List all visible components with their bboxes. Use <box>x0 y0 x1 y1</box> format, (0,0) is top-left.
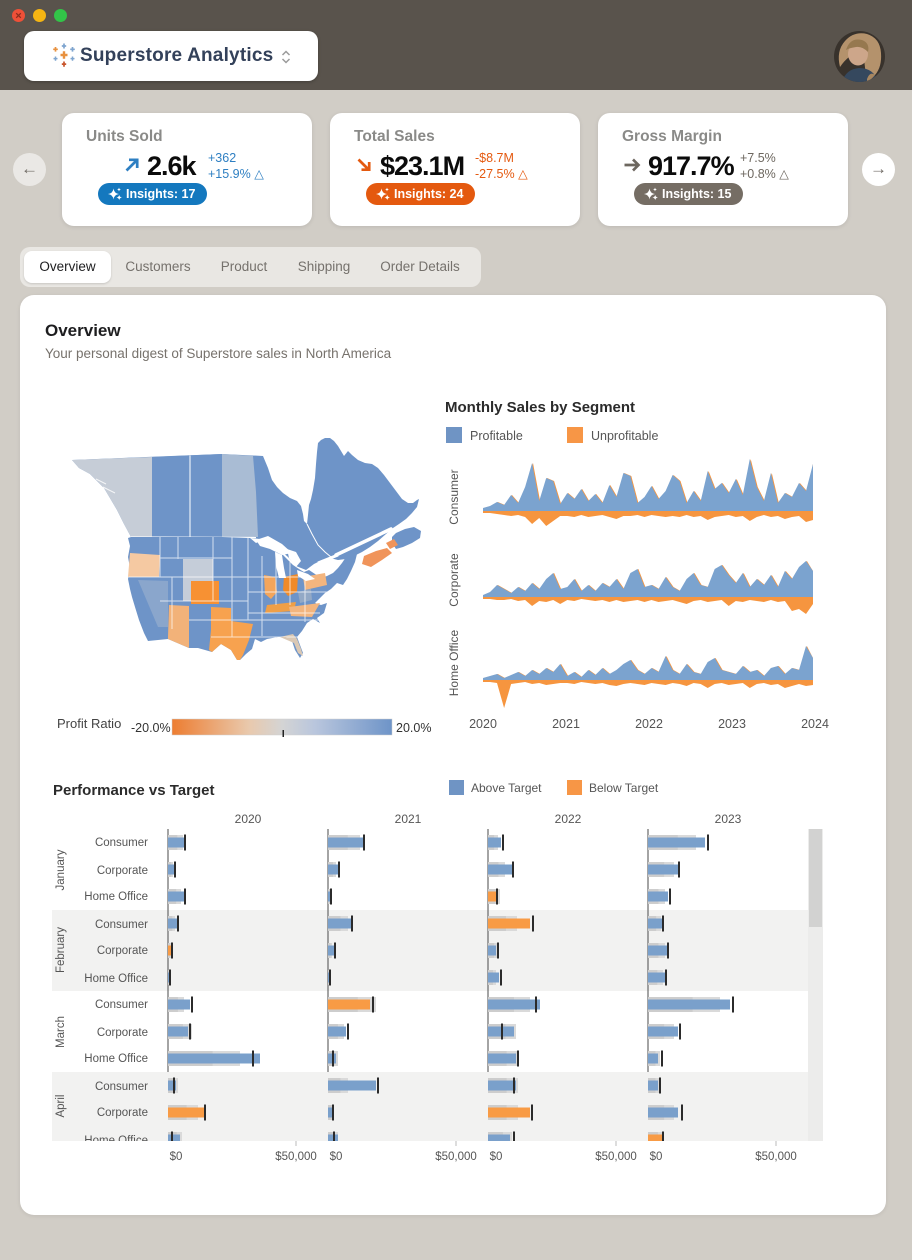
svg-text:Corporate: Corporate <box>447 553 461 607</box>
svg-text:$50,000: $50,000 <box>595 1151 637 1163</box>
svg-text:$50,000: $50,000 <box>435 1151 477 1163</box>
svg-text:Home Office: Home Office <box>84 891 148 903</box>
svg-text:February: February <box>55 927 67 973</box>
svg-text:Unprofitable: Unprofitable <box>591 429 658 443</box>
svg-text:2021: 2021 <box>395 812 422 826</box>
svg-text:Performance vs Target: Performance vs Target <box>53 782 214 799</box>
svg-text:Home Office: Home Office <box>84 973 148 985</box>
svg-text:20.0%: 20.0% <box>396 721 431 735</box>
svg-text:Consumer: Consumer <box>95 919 148 931</box>
svg-text:Consumer: Consumer <box>447 469 461 524</box>
svg-text:2022: 2022 <box>635 717 663 731</box>
svg-text:Home Office: Home Office <box>84 1135 148 1147</box>
svg-text:2023: 2023 <box>715 812 742 826</box>
svg-text:Corporate: Corporate <box>97 865 148 877</box>
svg-text:Corporate: Corporate <box>97 1107 148 1119</box>
svg-text:$0: $0 <box>490 1151 503 1163</box>
svg-text:Consumer: Consumer <box>95 1081 148 1093</box>
svg-text:2020: 2020 <box>469 717 497 731</box>
svg-text:January: January <box>55 849 67 890</box>
svg-text:Monthly Sales by Segment: Monthly Sales by Segment <box>445 399 635 416</box>
svg-text:2022: 2022 <box>555 812 582 826</box>
svg-text:$50,000: $50,000 <box>275 1151 317 1163</box>
svg-text:March: March <box>55 1016 67 1048</box>
svg-text:2023: 2023 <box>718 717 746 731</box>
svg-text:$0: $0 <box>650 1151 663 1163</box>
svg-text:2024: 2024 <box>801 717 829 731</box>
svg-text:Profitable: Profitable <box>470 429 523 443</box>
svg-text:$50,000: $50,000 <box>755 1151 797 1163</box>
svg-text:$0: $0 <box>170 1151 183 1163</box>
svg-text:2021: 2021 <box>552 717 580 731</box>
svg-text:Profit Ratio: Profit Ratio <box>57 716 121 731</box>
svg-text:Consumer: Consumer <box>95 999 148 1011</box>
svg-text:-20.0%: -20.0% <box>131 721 171 735</box>
svg-text:Below Target: Below Target <box>589 781 659 795</box>
svg-text:Above Target: Above Target <box>471 781 542 795</box>
svg-text:Corporate: Corporate <box>97 1027 148 1039</box>
svg-text:April: April <box>55 1094 67 1117</box>
svg-text:Consumer: Consumer <box>95 837 148 849</box>
svg-text:Home Office: Home Office <box>84 1053 148 1065</box>
svg-text:$0: $0 <box>330 1151 343 1163</box>
svg-text:Corporate: Corporate <box>97 945 148 957</box>
svg-text:2020: 2020 <box>235 812 262 826</box>
svg-text:Home Office: Home Office <box>447 629 461 696</box>
